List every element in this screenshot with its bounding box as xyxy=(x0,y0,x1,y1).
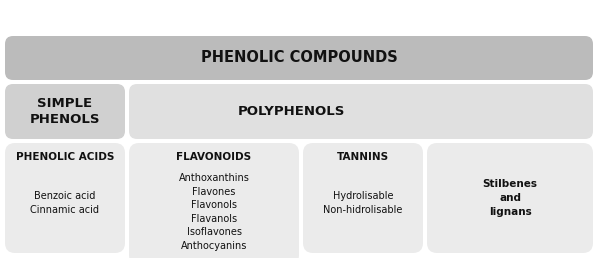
Text: PHENOLIC ACIDS: PHENOLIC ACIDS xyxy=(16,152,114,162)
Text: SIMPLE
PHENOLS: SIMPLE PHENOLS xyxy=(30,97,100,126)
Text: FLAVONOIDS: FLAVONOIDS xyxy=(176,152,252,162)
FancyBboxPatch shape xyxy=(5,36,593,80)
FancyBboxPatch shape xyxy=(5,84,125,139)
FancyBboxPatch shape xyxy=(5,143,125,253)
Text: POLYPHENOLS: POLYPHENOLS xyxy=(238,105,345,118)
Text: Stilbenes
and
lignans: Stilbenes and lignans xyxy=(483,179,538,217)
Text: Anthoxanthins
Flavones
Flavonols
Flavanols
Isoflavones
Anthocyanins: Anthoxanthins Flavones Flavonols Flavano… xyxy=(179,173,249,251)
Text: Benzoic acid
Cinnamic acid: Benzoic acid Cinnamic acid xyxy=(30,191,99,215)
FancyBboxPatch shape xyxy=(129,143,299,258)
FancyBboxPatch shape xyxy=(129,84,593,139)
Text: PHENOLIC COMPOUNDS: PHENOLIC COMPOUNDS xyxy=(200,51,398,66)
FancyBboxPatch shape xyxy=(427,143,593,253)
FancyBboxPatch shape xyxy=(303,143,423,253)
Text: Hydrolisable
Non-hidrolisable: Hydrolisable Non-hidrolisable xyxy=(324,191,402,215)
Text: TANNINS: TANNINS xyxy=(337,152,389,162)
